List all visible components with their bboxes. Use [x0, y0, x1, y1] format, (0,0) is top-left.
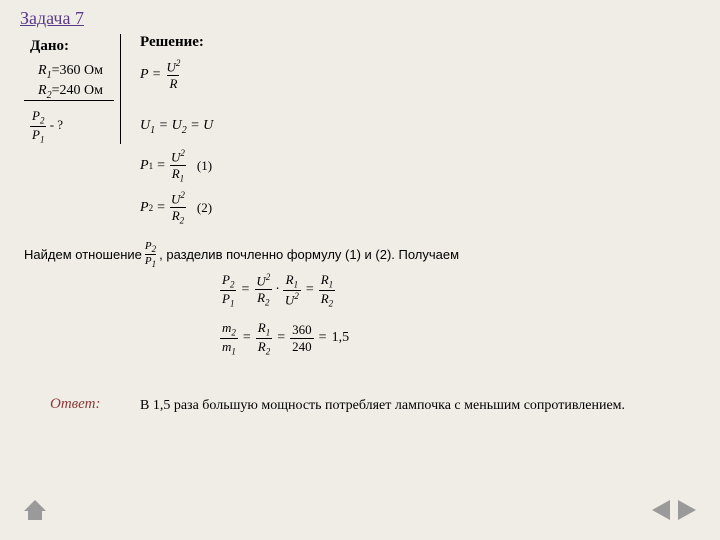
- c-eq3: =: [319, 330, 327, 346]
- u2: U: [172, 118, 182, 133]
- c-m2: m: [222, 320, 231, 335]
- next-button[interactable]: [676, 498, 698, 522]
- home-button[interactable]: [22, 498, 48, 522]
- p2-u: U: [171, 191, 180, 206]
- q-p1: P: [32, 127, 40, 142]
- given-label: Дано:: [30, 38, 69, 55]
- c-r2: R: [258, 339, 266, 354]
- p1-r: R: [172, 166, 180, 181]
- solution-label: Решение:: [140, 34, 204, 51]
- ue2: =: [187, 118, 203, 133]
- formula-p2: P2 = U2 R2 (2): [140, 190, 212, 226]
- p1-eq: =: [157, 158, 165, 174]
- c-eq1: =: [243, 330, 251, 346]
- problem-title: Задача 7: [20, 8, 84, 29]
- d-p2: P: [222, 272, 230, 287]
- d-u2b: U: [285, 292, 294, 307]
- voltage-equality: U1 = U2 = U: [140, 118, 213, 136]
- ue1: =: [155, 118, 171, 133]
- d-eq2: =: [306, 282, 314, 298]
- c-r1: R: [258, 320, 266, 335]
- mf-p1: P: [145, 255, 152, 267]
- p2-p: P: [140, 200, 149, 216]
- d-u2a: U: [256, 273, 265, 288]
- p1-u: U: [171, 149, 180, 164]
- c-360: 360: [290, 322, 314, 338]
- d-r2b: R: [321, 291, 329, 306]
- p2-eq: =: [157, 200, 165, 216]
- prev-icon: [650, 498, 672, 522]
- explanation-text: Найдем отношение P2 P1 , разделив почлен…: [24, 240, 459, 269]
- p1-p: P: [140, 158, 149, 174]
- home-icon: [22, 498, 48, 522]
- calculation: m2 m1 = R1 R2 = 360 240 = 1,5: [220, 320, 349, 356]
- c-eq2: =: [277, 330, 285, 346]
- label-eq2: (2): [197, 200, 212, 216]
- c-res: 1,5: [332, 330, 350, 346]
- derivation: P2 P1 = U2 R2 · R1 U2 = R1 R2: [220, 272, 335, 308]
- prev-button[interactable]: [650, 498, 672, 522]
- p2-r: R: [172, 208, 180, 223]
- d-eq1: =: [241, 282, 249, 298]
- nav-arrows: [650, 498, 698, 522]
- r1-val: =360 Ом: [52, 63, 103, 78]
- fm-r: R: [169, 76, 177, 91]
- formula-power: P = U2 R: [140, 58, 182, 92]
- r1-var: R: [38, 63, 47, 78]
- answer-label: Ответ:: [50, 396, 100, 413]
- d-dot: ·: [275, 282, 280, 298]
- u1: U: [140, 118, 150, 133]
- r2-var: R: [38, 83, 47, 98]
- label-eq1: (1): [197, 158, 212, 174]
- fm-eq: =: [153, 67, 161, 83]
- mf-p2: P: [145, 240, 152, 252]
- d-r1a: R: [286, 272, 294, 287]
- given-values: R1=360 Ом R2=240 Ом: [38, 62, 103, 102]
- sent-b: , разделив почленно формулу (1) и (2). П…: [159, 247, 459, 262]
- question: P2 P1 - ?: [30, 108, 63, 144]
- c-240: 240: [290, 338, 314, 355]
- given-divider: [24, 100, 114, 101]
- next-icon: [676, 498, 698, 522]
- r2-val: =240 Ом: [52, 83, 103, 98]
- q-p2: P: [32, 108, 40, 123]
- fm-p: P: [140, 67, 149, 83]
- sent-a: Найдем отношение: [24, 247, 142, 262]
- u3: U: [203, 118, 213, 133]
- c-m1: m: [222, 339, 231, 354]
- section-divider: [120, 34, 121, 144]
- answer-text: В 1,5 раза большую мощность потребляет л…: [140, 398, 625, 414]
- d-r1b: R: [321, 272, 329, 287]
- d-p1: P: [222, 291, 230, 306]
- d-r2a: R: [257, 290, 265, 305]
- fm-u: U: [166, 59, 175, 74]
- formula-p1: P1 = U2 R1 (1): [140, 148, 212, 184]
- question-suffix: - ?: [50, 117, 63, 132]
